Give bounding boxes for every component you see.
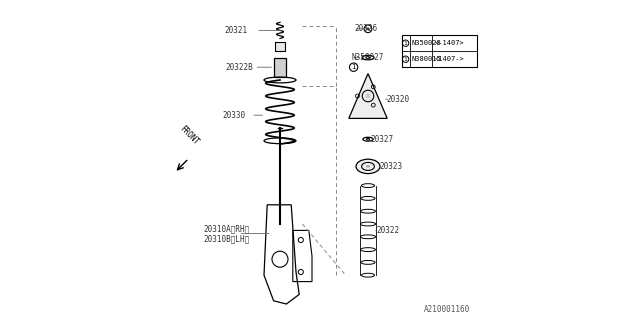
Text: 20327: 20327 bbox=[370, 135, 394, 144]
Text: N350027: N350027 bbox=[352, 53, 385, 62]
Polygon shape bbox=[349, 74, 387, 118]
Ellipse shape bbox=[356, 159, 380, 173]
Text: 20323: 20323 bbox=[380, 162, 403, 171]
Text: 20321: 20321 bbox=[224, 26, 247, 35]
Ellipse shape bbox=[366, 165, 370, 168]
Bar bbox=[402, 35, 477, 67]
Text: 20322B: 20322B bbox=[226, 63, 253, 72]
Circle shape bbox=[367, 28, 369, 30]
Text: 20322: 20322 bbox=[376, 226, 400, 235]
Text: 20320: 20320 bbox=[387, 95, 410, 104]
Text: <-1407>: <-1407> bbox=[435, 40, 464, 46]
Bar bbox=[275, 42, 285, 51]
Text: 20310B〈LH〉: 20310B〈LH〉 bbox=[204, 234, 250, 243]
Text: 1: 1 bbox=[404, 41, 408, 46]
Text: 1: 1 bbox=[404, 57, 408, 62]
Circle shape bbox=[365, 93, 371, 99]
Bar bbox=[275, 58, 285, 77]
Text: N350028: N350028 bbox=[412, 40, 441, 46]
Text: N380015: N380015 bbox=[412, 56, 441, 62]
Text: 20330: 20330 bbox=[223, 111, 246, 120]
Text: A210001160: A210001160 bbox=[424, 305, 470, 314]
Text: <1407->: <1407-> bbox=[435, 56, 464, 62]
Text: 20310A〈RH〉: 20310A〈RH〉 bbox=[204, 224, 250, 233]
Text: 1: 1 bbox=[351, 64, 356, 70]
Text: FRONT: FRONT bbox=[177, 124, 200, 147]
Text: 20326: 20326 bbox=[355, 24, 378, 33]
